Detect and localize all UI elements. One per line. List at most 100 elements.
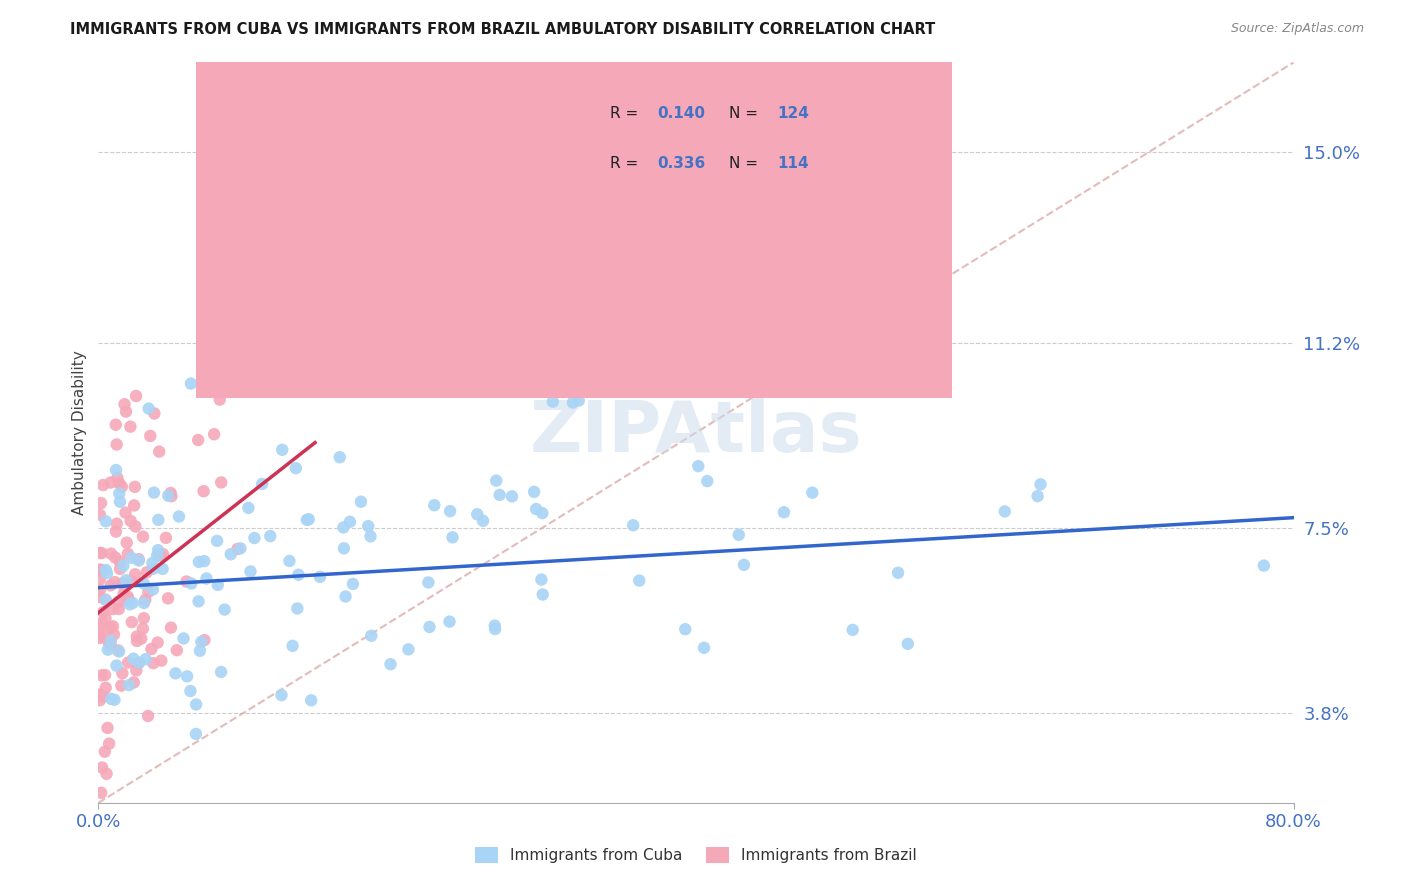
Point [101, 602, 124, 616]
Point [111, 480, 134, 494]
Point [125, 664, 148, 678]
Point [142, 562, 165, 576]
Point [159, 486, 181, 500]
Point [160, 621, 183, 635]
Point [94, 745, 117, 759]
Point [773, 505, 796, 519]
Point [146, 635, 169, 649]
Point [688, 459, 710, 474]
Point [501, 489, 523, 503]
Text: R =: R = [610, 105, 643, 120]
Text: 0.140: 0.140 [658, 105, 706, 120]
Point [135, 652, 157, 666]
Point [488, 488, 510, 502]
Point [121, 596, 143, 610]
Point [150, 654, 173, 668]
Point [107, 643, 129, 657]
Point [238, 500, 260, 515]
Point [138, 401, 160, 416]
Point [160, 489, 183, 503]
Point [184, 698, 207, 712]
Legend: Immigrants from Cuba, Immigrants from Brazil: Immigrants from Cuba, Immigrants from Br… [470, 841, 922, 869]
Point [114, 397, 136, 411]
Point [209, 475, 232, 490]
Point [112, 558, 135, 573]
Point [167, 509, 190, 524]
Point [89, 631, 111, 645]
Point [104, 550, 127, 565]
Point [195, 572, 218, 586]
Point [132, 577, 155, 591]
Point [187, 555, 209, 569]
Point [638, 231, 661, 245]
Point [418, 575, 440, 590]
Point [118, 597, 141, 611]
FancyBboxPatch shape [197, 0, 952, 398]
Point [360, 629, 382, 643]
Point [841, 623, 863, 637]
Point [1253, 558, 1275, 573]
Point [131, 632, 153, 646]
Point [142, 582, 165, 597]
Point [465, 508, 488, 522]
Point [117, 547, 139, 561]
Point [179, 684, 201, 698]
Point [128, 552, 150, 566]
Point [138, 585, 160, 599]
Point [91, 760, 114, 774]
Point [100, 547, 122, 561]
Point [142, 656, 165, 670]
Point [105, 658, 128, 673]
Point [100, 475, 122, 490]
Point [214, 602, 236, 616]
Point [100, 634, 122, 648]
Point [90, 617, 112, 632]
Point [125, 634, 148, 648]
Point [120, 419, 142, 434]
Point [96, 766, 118, 780]
Point [176, 574, 198, 589]
Point [89, 562, 111, 576]
Point [111, 576, 134, 591]
Text: R =: R = [610, 156, 643, 171]
Point [142, 485, 165, 500]
Point [115, 573, 138, 587]
FancyBboxPatch shape [534, 78, 887, 200]
Point [439, 615, 461, 629]
Point [105, 437, 128, 451]
Point [124, 519, 146, 533]
Text: Source: ZipAtlas.com: Source: ZipAtlas.com [1230, 22, 1364, 36]
Point [531, 587, 554, 601]
Point [287, 567, 309, 582]
Point [91, 478, 114, 492]
Point [128, 656, 150, 670]
Text: 0.336: 0.336 [658, 156, 706, 171]
Point [335, 590, 357, 604]
Point [132, 530, 155, 544]
Point [111, 666, 134, 681]
Point [108, 486, 131, 500]
Point [110, 679, 132, 693]
Point [187, 433, 209, 447]
Point [339, 515, 361, 529]
Point [89, 508, 111, 522]
Point [621, 518, 644, 533]
Point [229, 541, 252, 556]
Point [96, 721, 118, 735]
Point [295, 513, 318, 527]
Point [98, 636, 121, 650]
Point [108, 555, 131, 569]
Point [90, 496, 112, 510]
Point [135, 566, 157, 580]
Point [188, 644, 211, 658]
Point [107, 595, 129, 609]
Point [801, 485, 824, 500]
Point [207, 578, 229, 592]
Point [262, 340, 284, 354]
Point [270, 688, 292, 702]
Point [439, 504, 461, 518]
Point [128, 656, 150, 670]
Point [100, 621, 122, 635]
Point [89, 693, 111, 707]
Point [91, 627, 114, 641]
